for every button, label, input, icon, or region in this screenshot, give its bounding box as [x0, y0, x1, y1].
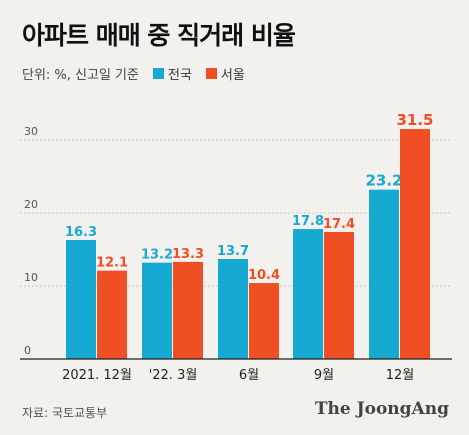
value-label-nationwide-3: 17.8	[292, 214, 324, 229]
y-tick-label-10: 10	[24, 271, 38, 284]
legend-label-nationwide: 전국	[167, 68, 192, 83]
bar-seoul-3	[324, 231, 354, 359]
subtitle-row: 단위: %, 신고일 기준 전국 서울	[22, 64, 245, 83]
bar-seoul-1	[173, 261, 203, 359]
x-tick-label-3: 9월	[314, 368, 334, 383]
x-tick-label-0: 2021. 12월	[62, 368, 132, 383]
chart-title: 아파트 매매 중 직거래 비율	[22, 21, 296, 50]
brand-logo: The JoongAng	[314, 399, 449, 419]
value-label-nationwide-0: 16.3	[65, 225, 97, 240]
bar-nationwide-2	[218, 258, 248, 359]
x-tick-label-2: 6월	[239, 368, 259, 383]
chart-subtitle: 단위: %, 신고일 기준	[22, 68, 139, 83]
value-label-seoul-3: 17.4	[323, 217, 355, 232]
bar-nationwide-4	[369, 189, 399, 359]
value-label-seoul-2: 10.4	[248, 268, 280, 283]
y-tick-label-30: 30	[24, 125, 38, 138]
legend-item-nationwide: 전국	[152, 64, 192, 83]
bar-nationwide-3	[293, 229, 323, 359]
x-tick-label-1: '22. 3월	[149, 368, 198, 383]
bar-nationwide-0	[66, 240, 96, 359]
value-label-nationwide-4: 23.2	[365, 172, 402, 190]
x-tick-label-4: 12월	[386, 368, 415, 383]
bar-seoul-2	[249, 283, 279, 359]
legend-item-seoul: 서울	[205, 64, 245, 83]
bar-seoul-0	[97, 270, 127, 359]
bar-nationwide-1	[142, 262, 172, 359]
y-tick-label-20: 20	[24, 198, 38, 211]
value-label-nationwide-1: 13.2	[141, 248, 173, 263]
value-label-seoul-1: 13.3	[172, 247, 204, 262]
legend-swatch-seoul	[205, 68, 217, 79]
legend-label-seoul: 서울	[220, 68, 245, 83]
value-label-nationwide-2: 13.7	[217, 244, 249, 259]
bar-seoul-4	[400, 129, 430, 359]
legend-swatch-nationwide	[152, 68, 164, 79]
value-label-seoul-4: 31.5	[396, 111, 433, 129]
value-label-seoul-0: 12.1	[96, 256, 128, 271]
source-note: 자료: 국토교통부	[22, 406, 108, 420]
y-tick-label-0: 0	[24, 344, 31, 357]
